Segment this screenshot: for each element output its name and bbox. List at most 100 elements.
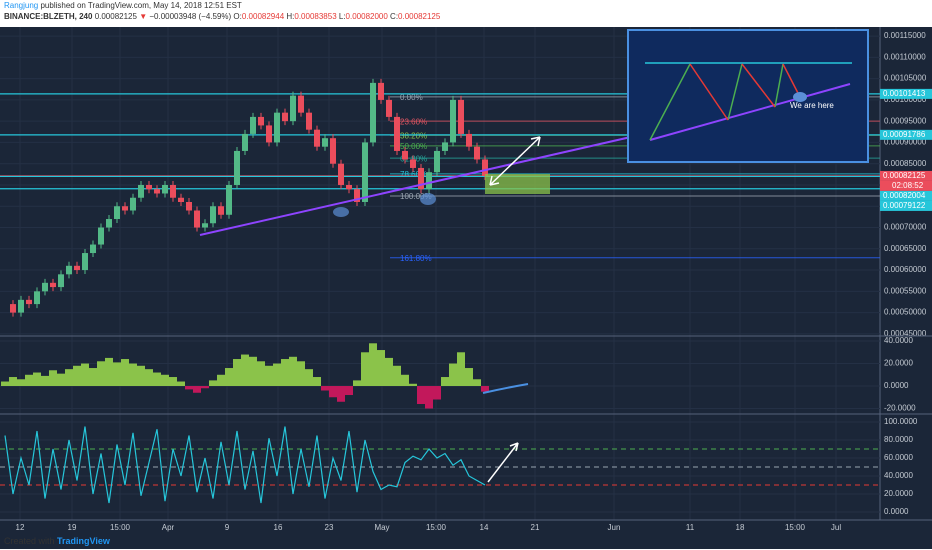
y-tick-label: 40.0000 [884, 336, 913, 345]
hist-bar [225, 368, 233, 387]
target-box [485, 174, 550, 194]
y-tick-label: 0.00055000 [884, 286, 927, 295]
change: −0.00003948 (−4.59%) [149, 12, 232, 21]
inset-box [627, 29, 869, 163]
hist-bar [177, 381, 185, 387]
hist-bar [1, 381, 9, 387]
candle [258, 116, 264, 126]
hist-bar [409, 383, 417, 387]
y-tick-label: 0.00105000 [884, 74, 927, 83]
hist-bar [257, 361, 265, 387]
fib-label: 61.80% [400, 154, 427, 163]
inset-here [793, 92, 807, 102]
hist-bar [129, 363, 137, 387]
ohlc-key: L: [338, 12, 346, 21]
published: published on TradingView.com, May 14, 20… [40, 1, 242, 10]
hist-bar [113, 362, 121, 387]
candle [66, 265, 72, 275]
hist-bar [473, 379, 481, 387]
hist-bar [105, 357, 113, 387]
brand: TradingView [57, 536, 110, 546]
countdown-tag [880, 180, 932, 191]
candle [274, 112, 280, 143]
hist-bar [385, 357, 393, 387]
ohlc-value: 0.00083853 [294, 12, 337, 21]
hist-bar [233, 359, 241, 387]
time-label: Jun [608, 523, 621, 532]
candle [370, 82, 376, 143]
time-label: Jul [831, 523, 841, 532]
hist-bar [273, 363, 281, 387]
hist-bar [353, 380, 361, 387]
candle [178, 197, 184, 202]
hist-bar [361, 352, 369, 387]
fib-label: 50.00% [400, 142, 427, 151]
candle [250, 116, 256, 134]
candle [298, 95, 304, 113]
hist-bar [73, 365, 81, 387]
price-tag [880, 200, 932, 211]
hist-bar [249, 356, 257, 387]
hist-bar [337, 386, 345, 402]
countdown: 02:08:52 [892, 181, 924, 190]
hist-bar [305, 369, 313, 387]
time-label: 15:00 [785, 523, 806, 532]
candle [194, 210, 200, 228]
hist-bar [297, 361, 305, 387]
hist-bar [329, 386, 337, 398]
fib-label: 38.20% [400, 131, 427, 140]
candle [306, 112, 312, 130]
candle [378, 82, 384, 100]
stoch-line [4, 426, 486, 504]
candle [402, 150, 408, 160]
time-label: 23 [325, 523, 334, 532]
y-tick-label: 0.00095000 [884, 116, 927, 125]
hist-bar [449, 363, 457, 387]
hist-bar [17, 379, 25, 387]
hist-bar [401, 374, 409, 387]
inset-zag [689, 63, 801, 121]
arrow [487, 442, 519, 483]
candle [146, 184, 152, 190]
candle [226, 184, 232, 215]
price-tag [880, 129, 932, 140]
last: 0.00082125 [94, 12, 137, 21]
candle [162, 184, 168, 194]
candle [466, 133, 472, 147]
y-tick-label: -20.0000 [884, 404, 916, 413]
candle [410, 159, 416, 168]
candle [170, 184, 176, 198]
y-tick-label: 60.0000 [884, 453, 913, 462]
created: Created with [4, 536, 55, 546]
candle [458, 99, 464, 134]
symbol: BINANCE:BLZETH, 240 [4, 12, 93, 21]
candle [386, 99, 392, 117]
hist-bar [145, 369, 153, 387]
candle [434, 150, 440, 173]
touch [333, 207, 349, 217]
candle [426, 172, 432, 190]
candle [106, 219, 112, 228]
candle [186, 201, 192, 211]
candle [202, 223, 208, 228]
candle [330, 138, 336, 164]
hist-bar [417, 386, 425, 405]
y-tick-label: 0.00065000 [884, 244, 927, 253]
hist-bar [81, 363, 89, 387]
candle [290, 95, 296, 122]
hist-bar [89, 368, 97, 387]
price-tag-label: 0.00091786 [883, 130, 926, 139]
candle [10, 304, 16, 313]
hist-bar [153, 372, 161, 387]
author: Rangjung [4, 1, 39, 10]
hist-bar [321, 386, 329, 391]
inset: We are here [627, 29, 869, 163]
y-tick-label: 0.0000 [884, 381, 909, 390]
hist-bar [121, 359, 129, 387]
price-tag-label: 0.00101413 [883, 89, 926, 98]
ohlc-key: O: [233, 12, 242, 21]
hist-bar [193, 386, 201, 393]
y-tick-label: 0.00045000 [884, 329, 927, 338]
y-tick-label: 0.00115000 [884, 31, 926, 40]
